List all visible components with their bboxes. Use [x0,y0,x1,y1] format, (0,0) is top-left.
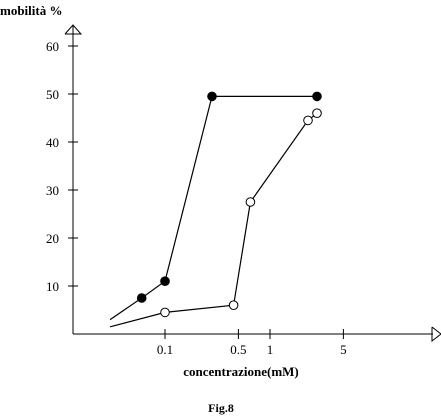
x-tick-label-5: 5 [340,342,347,357]
series-1-point-4 [312,91,322,102]
y-ticks: 10 20 30 40 50 60 [46,39,78,294]
series-2-point-5 [312,108,322,118]
series-1-point-3 [207,91,217,102]
y-axis [64,24,83,334]
series-1-point-1 [136,293,147,303]
y-tick-label-30: 30 [46,183,59,198]
x-tick-label-1: 1 [267,342,274,357]
y-tick-label-50: 50 [46,87,59,102]
x-axis-arrow [431,326,441,343]
series-1-line [109,95,317,321]
x-axis-title: concentrazione(mM) [183,364,299,379]
y-axis-title: mobilità % [0,3,62,18]
y-axis-arrow [64,24,83,35]
y-tick-label-60: 60 [46,39,59,54]
series-layer [109,91,322,328]
x-tick-label-0_5: 0.5 [230,342,246,357]
y-tick-label-20: 20 [46,231,59,246]
series-1-point-2 [160,276,170,287]
y-tick-label-10: 10 [46,279,59,294]
series-2-point-4 [303,115,313,126]
series-2-point-2 [228,300,239,311]
y-tick-label-40: 40 [46,135,59,150]
series-2-point-1 [160,307,170,318]
figure-caption: Fig.8 [208,401,234,415]
x-tick-label-0_1: 0.1 [157,342,173,357]
x-ticks: 0.1 0.5 1 5 [157,329,347,357]
series-2-point-3 [245,197,256,207]
x-axis [73,326,441,343]
